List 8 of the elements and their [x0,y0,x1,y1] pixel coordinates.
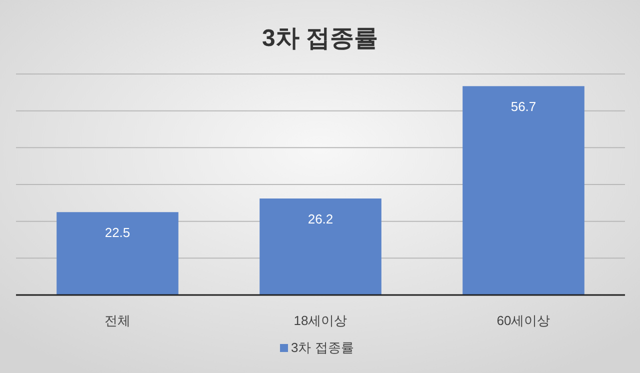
data-label: 26.2 [308,211,334,226]
x-tick-label: 전체 [104,313,130,328]
legend-label: 3차 접종률 [291,340,354,355]
x-tick-label: 18세이상 [294,313,348,328]
data-label: 56.7 [510,99,536,114]
data-label: 22.5 [104,225,130,240]
x-tick-label: 60세이상 [496,313,550,328]
chart-title: 3차 접종률 [262,25,378,52]
